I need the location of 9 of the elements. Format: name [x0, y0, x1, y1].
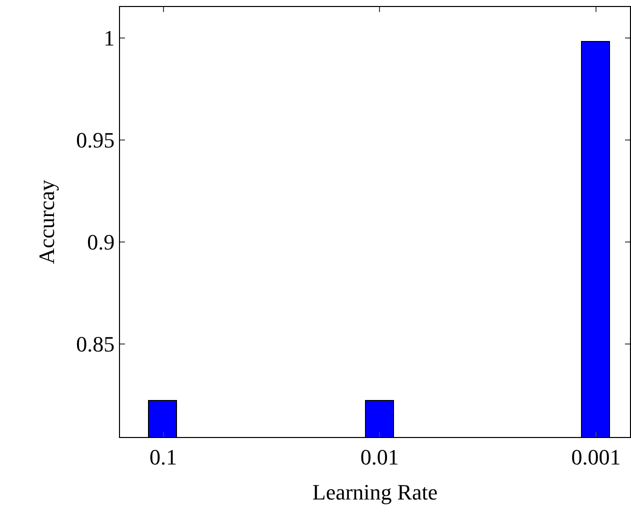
x-axis-title: Learning Rate [312, 479, 438, 504]
x-tick-label: 0.1 [150, 444, 178, 470]
y-tick-label: 0.9 [87, 230, 115, 255]
y-tick-label: 0.95 [76, 128, 115, 153]
y-tick-label: 1 [104, 26, 115, 51]
x-tick-label: 0.01 [360, 444, 399, 470]
y-axis-title: Accurcay [34, 180, 59, 264]
x-tick-label: 0.001 [571, 444, 621, 470]
y-tick-label: 0.85 [76, 332, 115, 357]
